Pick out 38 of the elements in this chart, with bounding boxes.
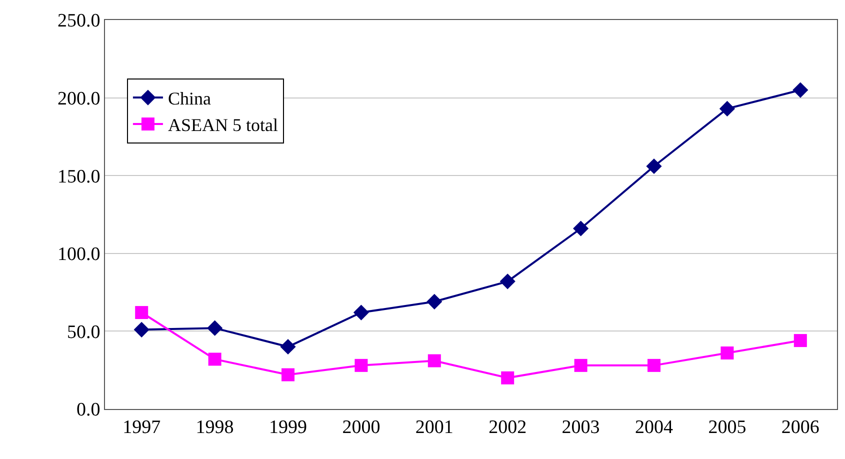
y-tick-label: 50.0 xyxy=(66,322,100,343)
point xyxy=(354,358,368,372)
x-tick-label: 2000 xyxy=(342,416,380,438)
point xyxy=(426,294,442,310)
point xyxy=(648,358,660,372)
point xyxy=(646,158,662,174)
point xyxy=(134,322,150,338)
x-tick-label: 2004 xyxy=(635,416,674,438)
x-tick-label: 2001 xyxy=(415,416,454,438)
x-tick-label: 2002 xyxy=(488,416,527,438)
y-tick-label: 200.0 xyxy=(57,88,100,110)
point xyxy=(208,352,222,366)
point xyxy=(428,354,441,368)
point xyxy=(207,320,223,336)
y-tick-label: 0.0 xyxy=(76,400,100,421)
point xyxy=(501,371,514,384)
y-tick-label: 100.0 xyxy=(57,244,100,266)
point xyxy=(720,346,734,360)
point xyxy=(719,100,735,116)
x-tick-label: 1998 xyxy=(196,416,234,438)
y-tick-label: 250.0 xyxy=(57,10,100,32)
point xyxy=(500,274,516,290)
point xyxy=(794,334,807,348)
point xyxy=(135,306,148,320)
x-tick-label: 1999 xyxy=(269,416,307,438)
x-tick-label: 2006 xyxy=(781,416,820,438)
legend-label: China xyxy=(168,88,211,109)
x-tick-label: 1997 xyxy=(122,416,161,438)
point xyxy=(573,220,589,236)
point xyxy=(792,82,808,98)
point xyxy=(574,358,588,372)
point xyxy=(353,304,369,320)
x-tick-label: 2005 xyxy=(708,416,746,438)
point xyxy=(280,338,296,355)
point xyxy=(282,368,294,382)
x-tick-label: 2003 xyxy=(562,416,600,438)
y-tick-label: 150.0 xyxy=(57,166,100,188)
legend-label: ASEAN 5 total xyxy=(168,114,278,135)
